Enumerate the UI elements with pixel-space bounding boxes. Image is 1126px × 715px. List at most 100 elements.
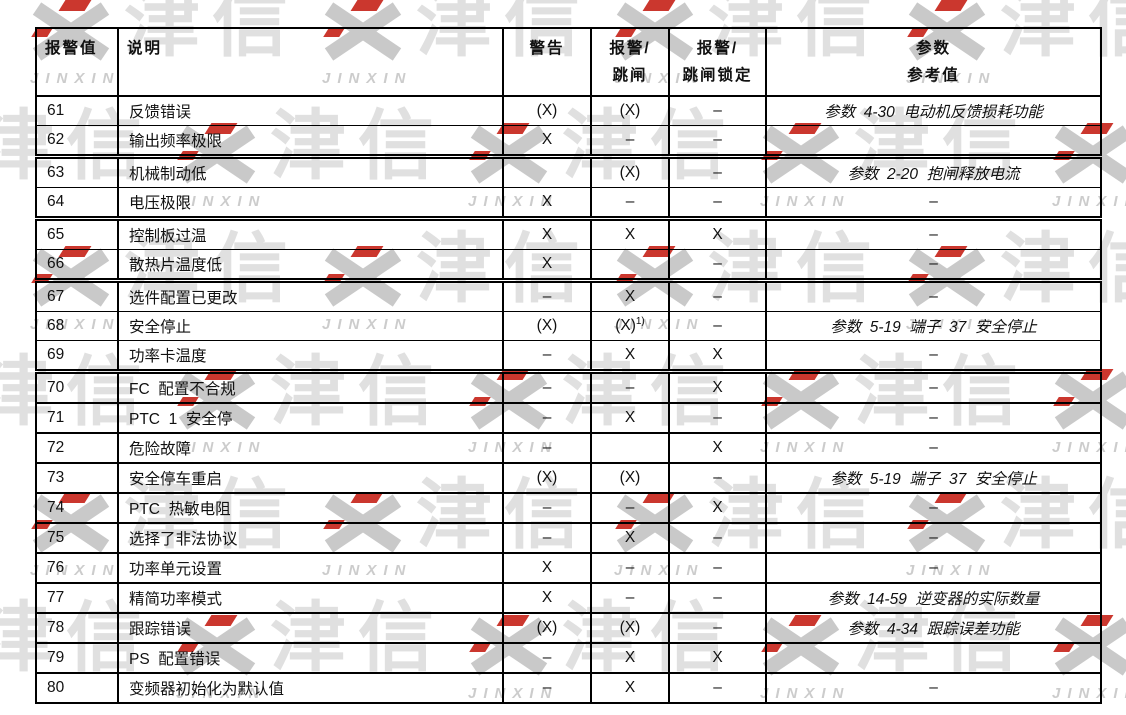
cell-param-ref: – [765, 280, 1102, 312]
cell-param-ref: – [765, 187, 1102, 221]
table-row: 67 选件配置已更改 – X – – [35, 280, 1102, 312]
cell-alarm-code: 65 [35, 218, 119, 250]
cell-alarm-code: 62 [35, 125, 119, 159]
cell-trip-lock: – [668, 249, 767, 283]
cell-warning: X [502, 187, 592, 221]
cell-param-ref: – [765, 523, 1102, 554]
table-row: 69 功率卡温度 – X X – [35, 340, 1102, 374]
cell-description: 输出频率极限 [117, 125, 504, 159]
table-row: 78 跟踪错误 (X) (X) – 参数 4-34 跟踪误差功能 [35, 613, 1102, 644]
cell-param-ref [765, 125, 1102, 159]
table-row: 64 电压极限 X – – – [35, 187, 1102, 221]
cell-alarm-trip: (X) [590, 96, 670, 126]
cell-description: 控制板过温 [117, 218, 504, 250]
cell-alarm-trip: X [590, 218, 670, 250]
cell-description: PTC 热敏电阻 [117, 493, 504, 524]
cell-warning: – [502, 493, 592, 524]
table-row: 75 选择了非法协议 – X – – [35, 523, 1102, 554]
cell-warning: X [502, 125, 592, 159]
cell-alarm-trip: X [590, 523, 670, 554]
cell-alarm-trip [590, 433, 670, 464]
cell-description: 选件配置已更改 [117, 280, 504, 312]
cell-alarm-code: 72 [35, 433, 119, 464]
table-row: 66 散热片温度低 X – – [35, 249, 1102, 283]
cell-description: 安全停止 [117, 311, 504, 341]
cell-description: FC 配置不合规 [117, 371, 504, 404]
cell-alarm-code: 61 [35, 96, 119, 126]
cell-trip-lock: – [668, 463, 767, 494]
cell-trip-lock: X [668, 493, 767, 524]
alarm-table-container: 报警值 说明 警告 报警/跳闸 报警/跳闸锁定 参数 参考值 [35, 27, 1102, 704]
cell-alarm-trip: X [590, 280, 670, 312]
cell-warning: – [502, 433, 592, 464]
cell-param-ref: – [765, 249, 1102, 283]
alarm-table-body: 61 反馈错误 (X) (X) – 参数 4-30 电动机反馈损耗功能 62 输… [35, 96, 1102, 704]
cell-param-ref: 参数 5-19 端子 37 安全停止 [765, 463, 1102, 494]
cell-warning: (X) [502, 463, 592, 494]
cell-alarm-trip: – [590, 583, 670, 614]
cell-warning: X [502, 218, 592, 250]
cell-warning: – [502, 403, 592, 434]
cell-description: 反馈错误 [117, 96, 504, 126]
cell-trip-lock: – [668, 96, 767, 126]
cell-trip-lock: X [668, 218, 767, 250]
cell-trip-lock: X [668, 433, 767, 464]
table-row: 73 安全停车重启 (X) (X) – 参数 5-19 端子 37 安全停止 [35, 463, 1102, 494]
cell-alarm-trip: X [590, 643, 670, 674]
table-row: 65 控制板过温 X X X – [35, 218, 1102, 250]
cell-param-ref: – [765, 340, 1102, 374]
cell-param-ref: 参数 4-34 跟踪误差功能 [765, 613, 1102, 644]
cell-param-ref: 参数 5-19 端子 37 安全停止 [765, 311, 1102, 341]
cell-alarm-code: 71 [35, 403, 119, 434]
col-header-alarm-trip: 报警/跳闸 [590, 27, 670, 97]
cell-alarm-trip: X [590, 403, 670, 434]
cell-warning [502, 156, 592, 188]
cell-param-ref: – [765, 218, 1102, 250]
cell-warning: X [502, 553, 592, 584]
cell-alarm-trip: – [590, 493, 670, 524]
cell-description: 散热片温度低 [117, 249, 504, 283]
cell-trip-lock: X [668, 340, 767, 374]
cell-alarm-code: 77 [35, 583, 119, 614]
cell-alarm-trip: (X) [590, 463, 670, 494]
col-header-alarm-trip-lock: 报警/跳闸锁定 [668, 27, 767, 97]
table-header-row: 报警值 说明 警告 报警/跳闸 报警/跳闸锁定 参数 参考值 [35, 27, 1102, 97]
cell-warning: – [502, 673, 592, 704]
cell-param-ref: – [765, 371, 1102, 404]
table-row: 77 精简功率模式 X – – 参数 14-59 逆变器的实际数量 [35, 583, 1102, 614]
cell-alarm-trip: – [590, 371, 670, 404]
cell-alarm-trip: X [590, 673, 670, 704]
cell-param-ref: – [765, 403, 1102, 434]
cell-warning: – [502, 280, 592, 312]
cell-description: 安全停车重启 [117, 463, 504, 494]
cell-trip-lock: – [668, 583, 767, 614]
cell-alarm-code: 63 [35, 156, 119, 188]
table-row: 63 机械制动低 (X) – 参数 2-20 抱闸释放电流 [35, 156, 1102, 188]
cell-trip-lock: – [668, 311, 767, 341]
cell-alarm-code: 67 [35, 280, 119, 312]
cell-alarm-code: 69 [35, 340, 119, 374]
cell-warning: – [502, 371, 592, 404]
table-row: 70 FC 配置不合规 – – X – [35, 371, 1102, 404]
col-header-alarm-value: 报警值 [35, 27, 119, 97]
cell-param-ref: 参数 2-20 抱闸释放电流 [765, 156, 1102, 188]
cell-description: 跟踪错误 [117, 613, 504, 644]
cell-warning: X [502, 583, 592, 614]
table-row: 76 功率单元设置 X – – – [35, 553, 1102, 584]
table-row: 80 变频器初始化为默认值 – X – – [35, 673, 1102, 704]
table-row: 72 危险故障 – X – [35, 433, 1102, 464]
alarm-table: 报警值 说明 警告 报警/跳闸 报警/跳闸锁定 参数 参考值 [35, 27, 1102, 704]
cell-param-ref: – [765, 433, 1102, 464]
cell-alarm-code: 79 [35, 643, 119, 674]
cell-warning: – [502, 523, 592, 554]
cell-warning: – [502, 643, 592, 674]
cell-trip-lock: – [668, 613, 767, 644]
col-header-param-ref: 参数 参考值 [765, 27, 1102, 97]
cell-alarm-code: 80 [35, 673, 119, 704]
table-row: 74 PTC 热敏电阻 – – X – [35, 493, 1102, 524]
cell-description: 危险故障 [117, 433, 504, 464]
cell-description: 选择了非法协议 [117, 523, 504, 554]
cell-trip-lock: – [668, 125, 767, 159]
cell-alarm-code: 64 [35, 187, 119, 221]
cell-warning: X [502, 249, 592, 283]
